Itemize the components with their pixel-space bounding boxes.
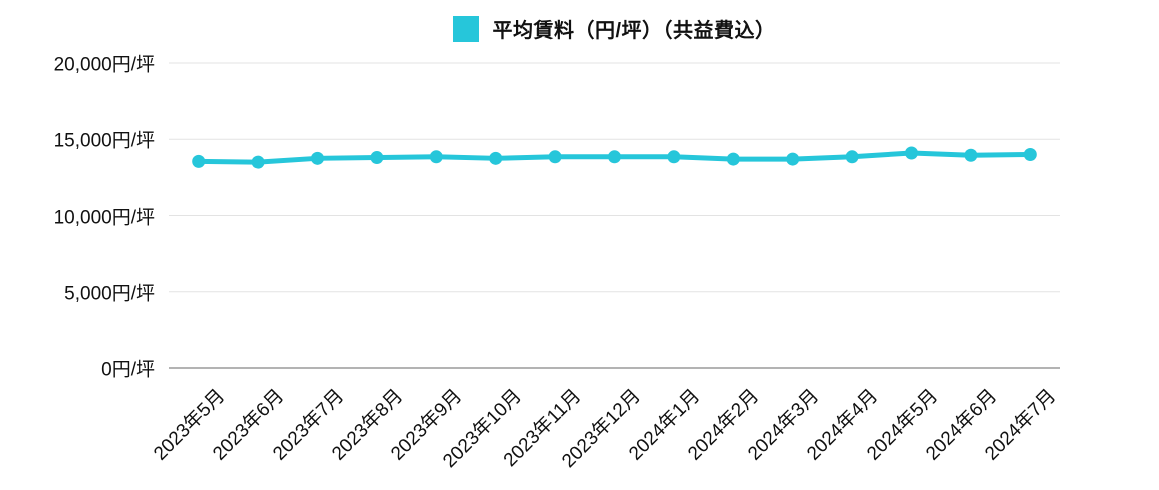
data-point xyxy=(667,150,681,164)
y-axis-tick-label: 5,000円/坪 xyxy=(64,283,155,305)
data-point xyxy=(608,150,621,164)
data-point xyxy=(905,146,918,160)
data-point xyxy=(429,150,443,164)
y-axis-tick-label: 20,000円/坪 xyxy=(53,54,155,76)
data-point xyxy=(548,150,562,164)
data-point xyxy=(726,152,740,166)
legend-label: 平均賃料（円/坪）（共益費込） xyxy=(492,20,776,42)
data-point xyxy=(1023,148,1037,161)
y-axis-tick-label: 0円/坪 xyxy=(101,359,155,381)
data-point xyxy=(489,151,503,165)
data-point xyxy=(964,148,978,162)
legend[interactable]: 平均賃料（円/坪）（共益費込） xyxy=(169,14,1060,43)
data-point xyxy=(251,155,265,169)
data-point xyxy=(192,154,206,168)
y-axis-tick-label: 15,000円/坪 xyxy=(53,130,155,152)
data-point xyxy=(845,150,859,164)
y-axis-tick-label: 10,000円/坪 xyxy=(53,207,155,228)
data-point xyxy=(311,151,324,165)
data-point xyxy=(786,152,800,166)
data-point xyxy=(370,151,384,165)
legend-swatch xyxy=(453,15,480,42)
